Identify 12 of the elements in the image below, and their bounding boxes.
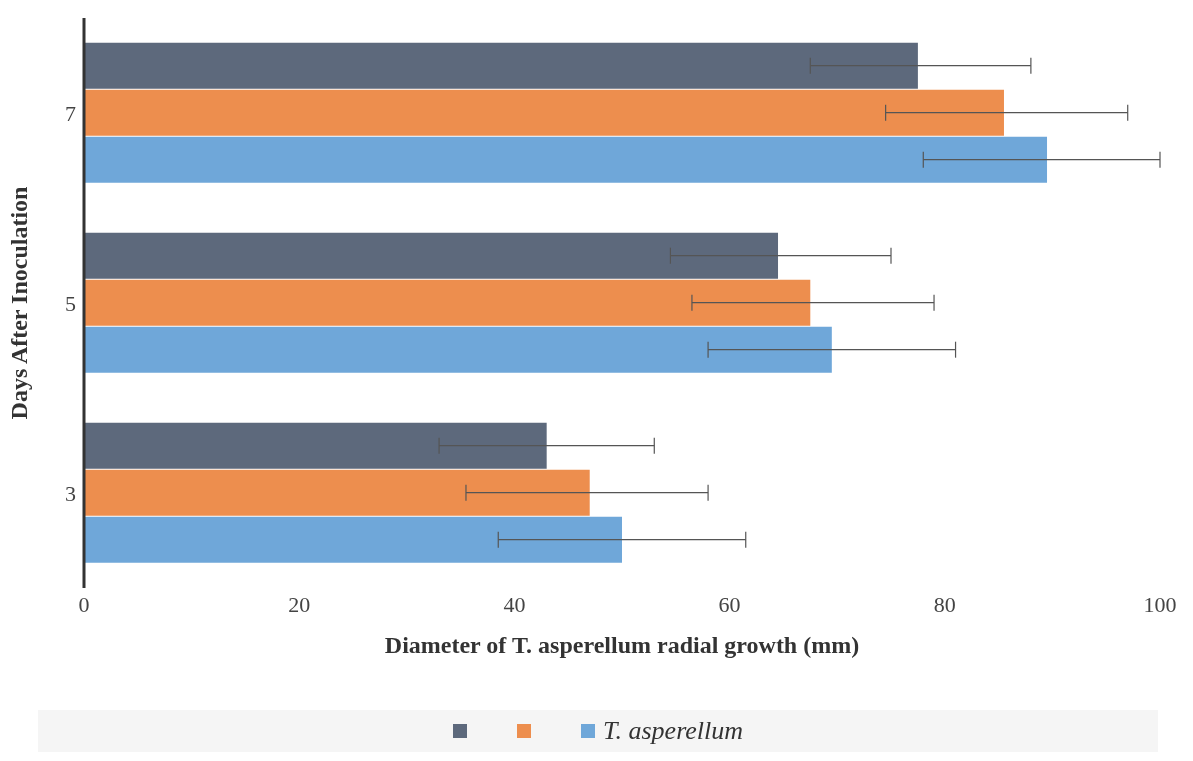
x-tick-label: 60 [718,591,741,617]
y-tick-label: 5 [65,290,76,316]
x-tick-label: 20 [288,591,311,617]
y-tick-label: 7 [65,100,76,126]
x-axis-title: Diameter of T. asperellum radial growth (mm) [384,632,860,658]
x-tick-label: 80 [933,591,956,617]
y-tick-label: 3 [65,480,76,506]
x-tick-label: 0 [78,591,90,617]
x-tick-label: 40 [503,591,526,617]
y-axis-title: Days After Inoculation [5,186,32,420]
x-tick-label: 100 [1143,591,1177,617]
legend-label: T. asperellum [602,716,744,746]
